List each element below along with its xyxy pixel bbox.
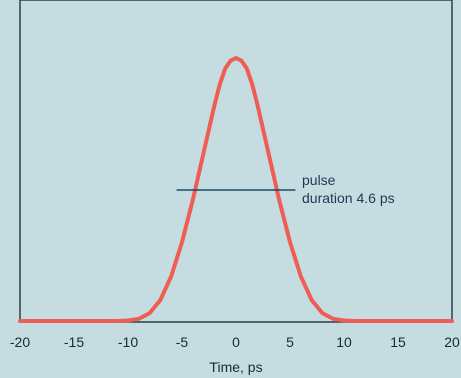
x-tick-label: -5: [176, 334, 189, 350]
plot-frame: [19, 0, 453, 323]
x-tick-label: -10: [118, 334, 138, 350]
annotation-line-1: pulse: [302, 172, 336, 188]
x-axis-title: Time, ps: [209, 359, 262, 375]
x-tick-label: 0: [232, 334, 240, 350]
annotation-line-2: duration 4.6 ps: [302, 190, 395, 206]
x-tick-label: 10: [336, 334, 352, 350]
pulse-curve: [18, 56, 454, 323]
x-tick-label: 5: [286, 334, 294, 350]
x-tick-labels: -20 -15 -10 -5 0 5 10 15 20: [10, 334, 460, 350]
x-tick-label: 20: [444, 334, 460, 350]
x-tick-label: 15: [390, 334, 406, 350]
x-tick-label: -15: [64, 334, 84, 350]
x-tick-label: -20: [10, 334, 30, 350]
